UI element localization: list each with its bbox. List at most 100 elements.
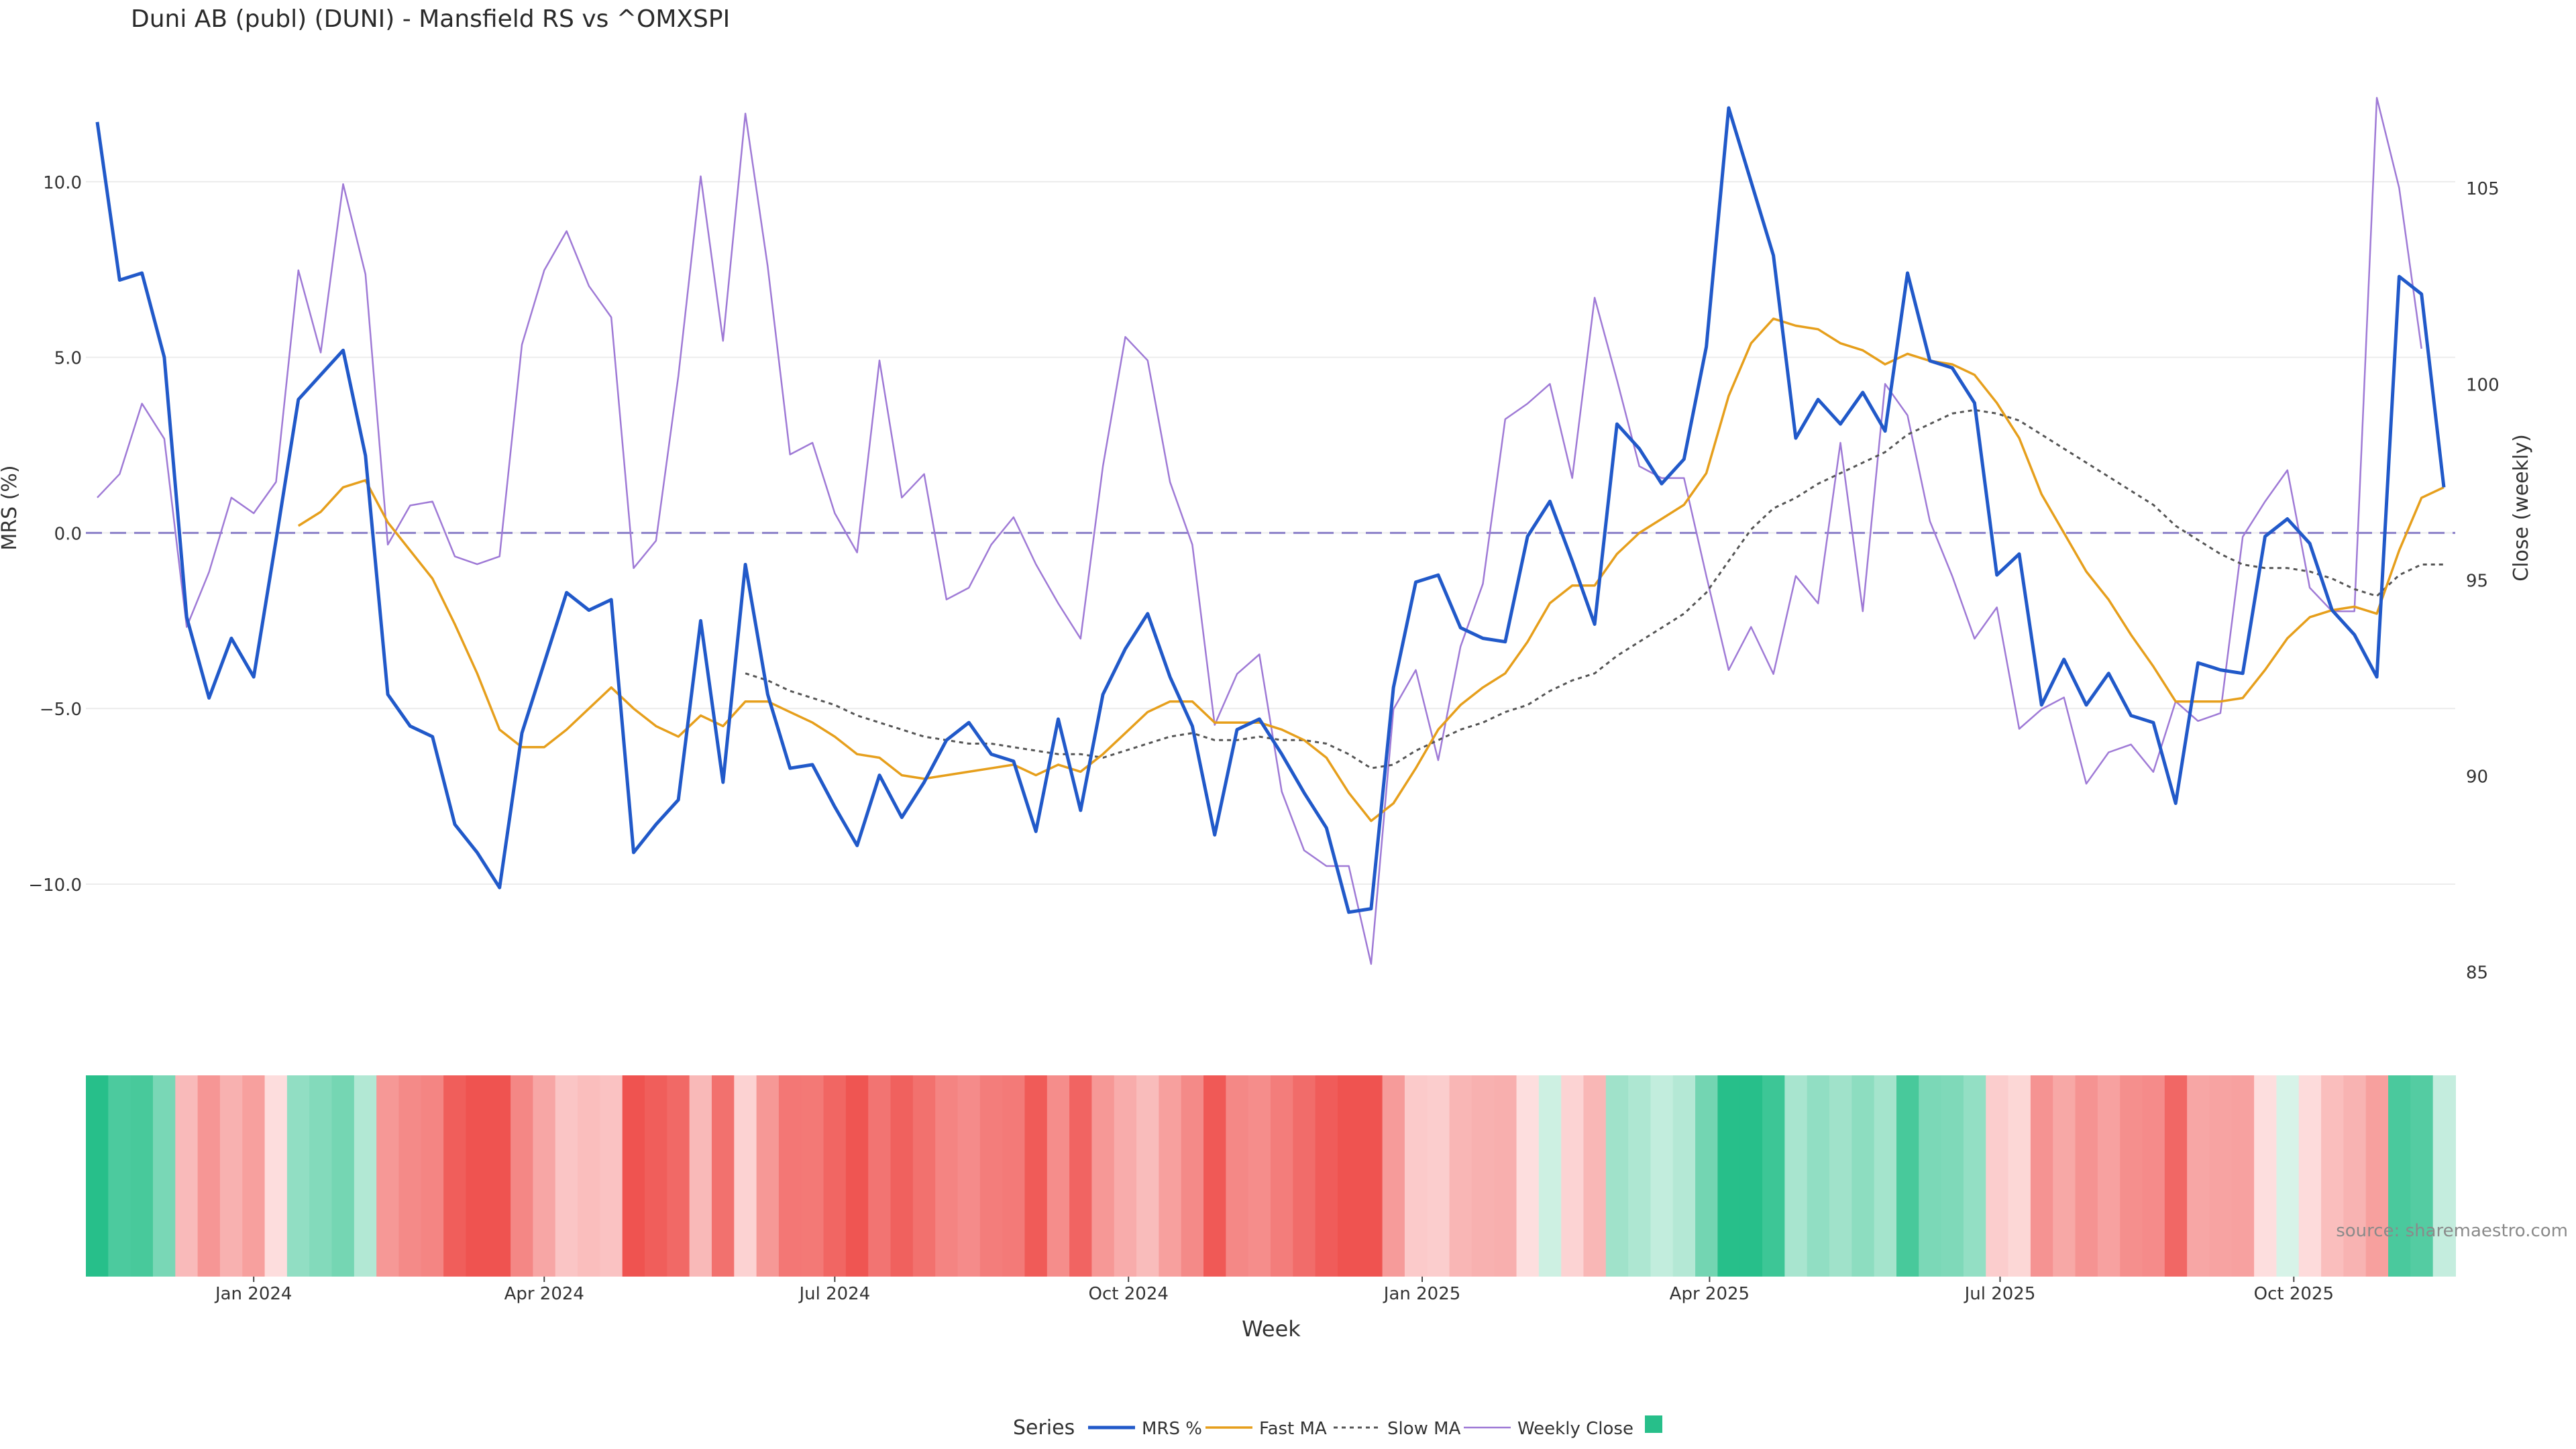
heatmap-cell [152, 1075, 176, 1277]
heatmap-cell [756, 1075, 780, 1277]
series-line-slow-ma [745, 409, 2444, 769]
heatmap-cell [2209, 1075, 2233, 1277]
heatmap-cell [935, 1075, 959, 1277]
heatmap-cell [2388, 1075, 2412, 1277]
heatmap-cell [1136, 1075, 1160, 1277]
heatmap-cell [1024, 1075, 1048, 1277]
heatmap-cell [1427, 1075, 1450, 1277]
heatmap-cell [2164, 1075, 2188, 1277]
heatmap-cell [2075, 1075, 2098, 1277]
heatmap-cell [488, 1075, 512, 1277]
heatmap-cell [2231, 1075, 2255, 1277]
heatmap-cell [890, 1075, 914, 1277]
heatmap-cell [264, 1075, 288, 1277]
heatmap-cell [108, 1075, 131, 1277]
heatmap-cell [1337, 1075, 1361, 1277]
heatmap-cell [689, 1075, 712, 1277]
x-tick-label: Jan 2025 [1383, 1284, 1461, 1304]
heatmap-cell [1739, 1075, 1764, 1277]
heatmap-cell [2365, 1075, 2390, 1277]
x-tick-label: Jul 2024 [798, 1284, 870, 1304]
heatmap-cell [1851, 1075, 1875, 1277]
heatmap-cell [1919, 1075, 1942, 1277]
heatmap-cell [957, 1075, 981, 1277]
heatmap-cell [309, 1075, 333, 1277]
heatmap-cell [1650, 1075, 1674, 1277]
heatmap-cell [801, 1075, 824, 1277]
y-axis-right-ticks: 105 100 95 90 85 [2466, 179, 2500, 983]
heatmap-cell [376, 1075, 400, 1277]
heatmap-cell [398, 1075, 422, 1277]
legend-label-close: Weekly Close [1517, 1419, 1633, 1439]
heatmap-cell [86, 1075, 109, 1277]
heatmap-cell [2410, 1075, 2434, 1277]
y-right-tick-label: 95 [2466, 571, 2488, 591]
heatmap-cell [711, 1075, 735, 1277]
heatmap-cell [1807, 1075, 1831, 1277]
heatmap-cell [2343, 1075, 2367, 1277]
heatmap-cell [1941, 1075, 1964, 1277]
heatmap-cell [600, 1075, 623, 1277]
heatmap-cell [1672, 1075, 1697, 1277]
heatmap-cell [734, 1075, 757, 1277]
heatmap-cell [1896, 1075, 1920, 1277]
series-line-mrs [95, 106, 2446, 914]
heatmap-cell [1293, 1075, 1316, 1277]
heatmap-cell [511, 1075, 534, 1277]
heatmap-cell [2321, 1075, 2345, 1277]
y-left-tick-label: 5.0 [54, 349, 82, 369]
y-left-tick-label: −5.0 [40, 700, 82, 720]
heatmap-cell [778, 1075, 802, 1277]
heatmap-cell [354, 1075, 378, 1277]
heatmap-cell [2254, 1075, 2277, 1277]
heatmap-cell [1046, 1075, 1071, 1277]
heatmap-cell [197, 1075, 221, 1277]
heatmap-cell [1717, 1075, 1741, 1277]
legend-label-slow: Slow MA [1387, 1419, 1461, 1439]
x-tick-label: Jul 2025 [1964, 1284, 2036, 1304]
heatmap-cell [331, 1075, 355, 1277]
x-axis-label: Week [1242, 1316, 1301, 1342]
heatmap-cell [130, 1075, 154, 1277]
heatmap-cell [1449, 1075, 1472, 1277]
heatmap-cell [2298, 1075, 2322, 1277]
heatmap-cell [1494, 1075, 1517, 1277]
heatmap-cell [1315, 1075, 1338, 1277]
heatmap-cell [2030, 1075, 2054, 1277]
x-tick-label: Apr 2024 [504, 1284, 584, 1304]
y-left-tick-label: −10.0 [28, 875, 82, 896]
heatmap-cell [622, 1075, 646, 1277]
heatmap-cell [912, 1075, 936, 1277]
legend-title: Series [1013, 1416, 1075, 1440]
x-axis-ticks: Jan 2024 Apr 2024 Jul 2024 Oct 2024 Jan 2025… [214, 1277, 2334, 1304]
series-lines [95, 97, 2446, 965]
heatmap-cell [1605, 1075, 1629, 1277]
heatmap-cell [2053, 1075, 2076, 1277]
mrs-heatmap-strip [86, 1075, 2456, 1277]
heatmap-cell [1203, 1075, 1227, 1277]
heatmap-cell [1360, 1075, 1383, 1277]
heatmap-cell [868, 1075, 892, 1277]
heatmap-cell [1829, 1075, 1853, 1277]
heatmap-cell [1762, 1075, 1786, 1277]
heatmap-cell [1248, 1075, 1271, 1277]
heatmap-cell [2432, 1075, 2456, 1277]
heatmap-cell [1181, 1075, 1205, 1277]
legend-swatch-heatmap [1645, 1415, 1662, 1433]
heatmap-cell [845, 1075, 869, 1277]
chart-title: Duni AB (publ) (DUNI) - Mansfield RS vs … [131, 5, 731, 33]
heatmap-cell [979, 1075, 1004, 1277]
heatmap-cell [823, 1075, 847, 1277]
heatmap-cell [1271, 1075, 1294, 1277]
heatmap-cell [242, 1075, 266, 1277]
heatmap-cell [219, 1075, 244, 1277]
heatmap-cell [1069, 1075, 1093, 1277]
series-line-weekly-close [97, 97, 2422, 965]
heatmap-cell [1784, 1075, 1808, 1277]
heatmap-cell [533, 1075, 556, 1277]
heatmap-cell [2097, 1075, 2121, 1277]
x-tick-label: Oct 2024 [1089, 1284, 1169, 1304]
legend-label-fast: Fast MA [1259, 1419, 1327, 1439]
y-right-tick-label: 85 [2466, 963, 2488, 983]
